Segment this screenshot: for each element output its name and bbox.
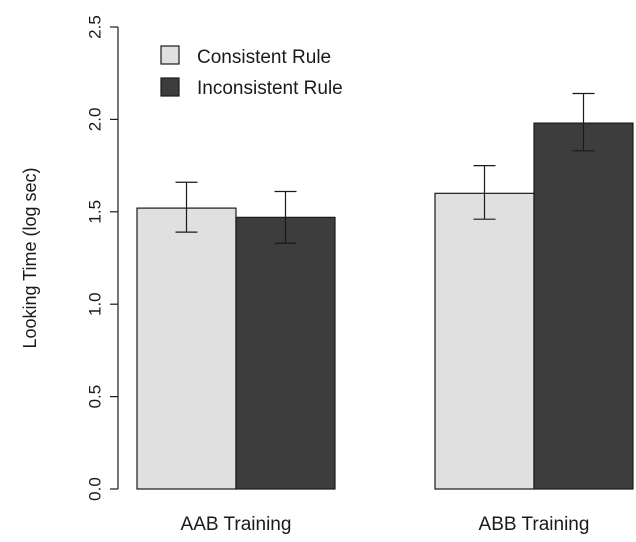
y-tick-label: 2.0: [85, 108, 104, 132]
bar-consistent-aab: [136, 207, 237, 490]
x-tick-label: ABB Training: [479, 514, 590, 535]
legend: Consistent Rule Inconsistent Rule: [160, 45, 343, 99]
bar-consistent-abb: [434, 192, 535, 490]
legend-label: Inconsistent Rule: [197, 78, 343, 99]
legend-label: Consistent Rule: [197, 47, 331, 68]
error-bar: [473, 165, 496, 220]
error-bars: [175, 92, 595, 244]
x-tick-label: AAB Training: [181, 514, 292, 535]
error-bar: [274, 190, 297, 244]
bars: [136, 122, 634, 490]
y-axis-label: Looking Time (log sec): [20, 167, 40, 348]
error-bar: [175, 181, 198, 233]
bar-inconsistent-abb: [533, 122, 634, 490]
y-tick-label: 0.5: [85, 385, 104, 409]
x-axis-labels: AAB Training ABB Training: [181, 514, 590, 535]
bar-inconsistent-aab: [235, 216, 336, 490]
y-axis: 0.0 0.5 1.0 1.5 2.0 2.5: [85, 15, 119, 501]
y-tick-label: 1.0: [85, 292, 104, 316]
legend-swatch: [160, 45, 180, 65]
legend-swatch: [160, 77, 180, 97]
y-tick-label: 0.0: [85, 477, 104, 501]
y-tick-label: 2.5: [85, 15, 104, 39]
error-bar: [572, 92, 595, 152]
y-tick-label: 1.5: [85, 200, 104, 224]
